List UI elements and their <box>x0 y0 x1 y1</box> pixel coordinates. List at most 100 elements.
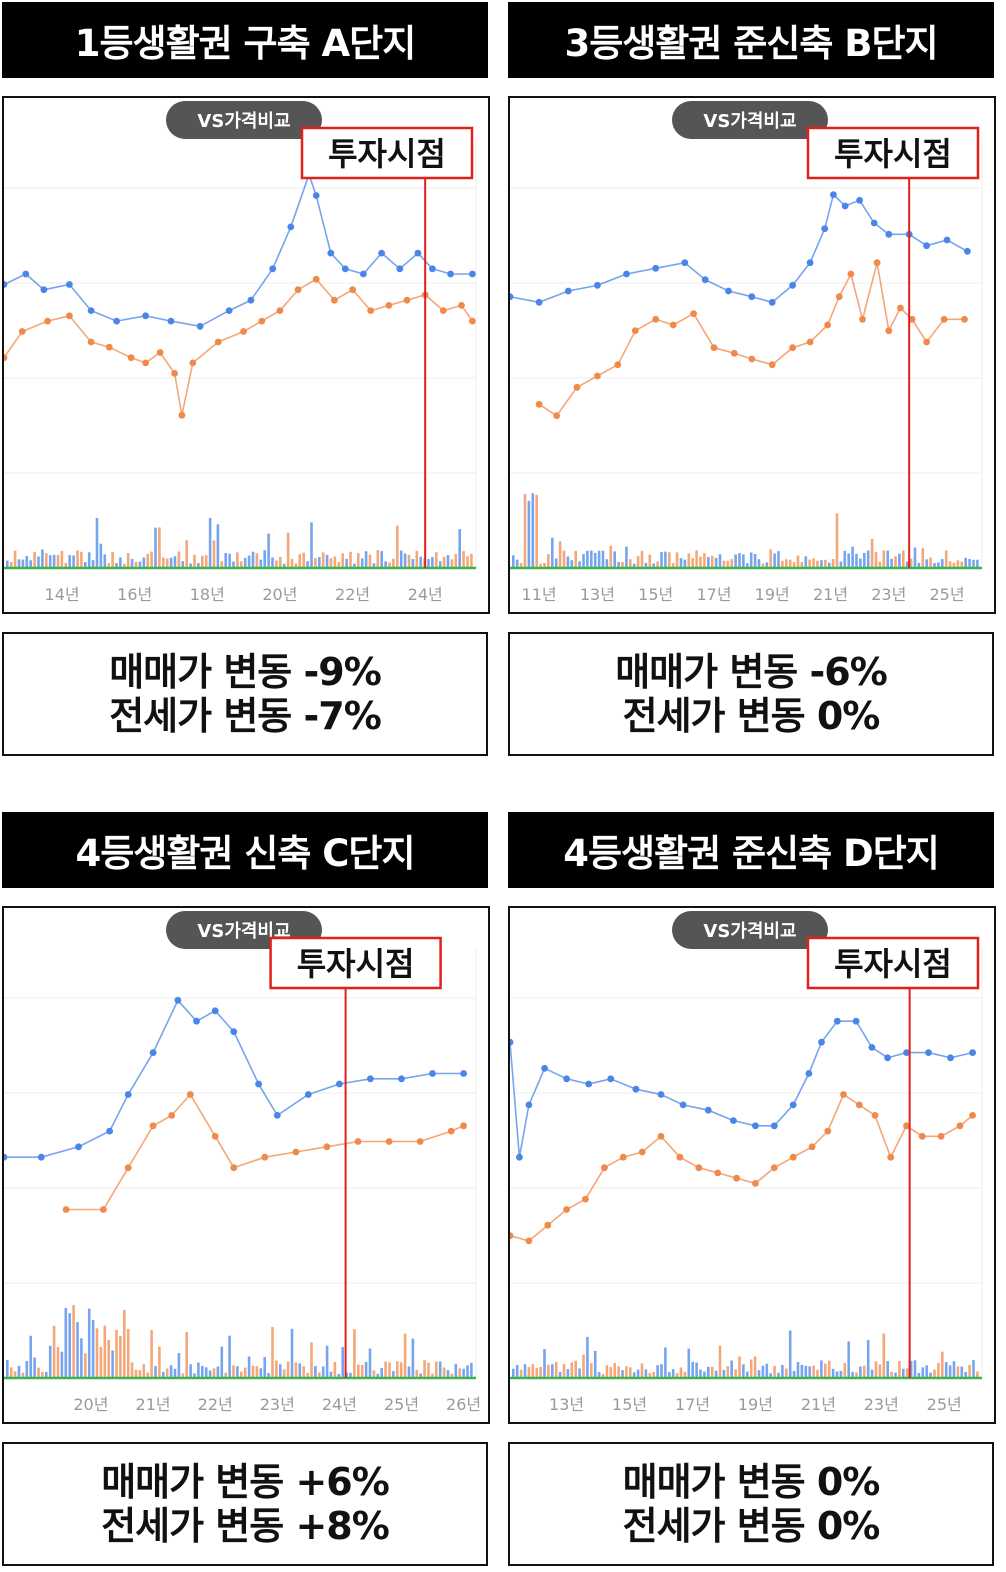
volume-bar <box>605 559 609 568</box>
invest-point-box <box>269 936 442 990</box>
sale-price-point <box>594 281 601 289</box>
volume-bar <box>664 1347 667 1378</box>
volume-bar <box>419 1373 422 1378</box>
volume-bar <box>411 1338 415 1378</box>
jeonse-price-point <box>469 317 476 325</box>
volume-bar <box>909 1360 913 1378</box>
panel-d: 4등생활권 준신축 D단지 13년 15년 17년 19년 21년 23년 25년 VS가격비… <box>508 812 996 1566</box>
volume-bar <box>310 522 313 568</box>
sale-price-point <box>287 223 295 231</box>
volume-bar <box>197 563 200 568</box>
volume-bar <box>255 1366 259 1378</box>
sale-price-point <box>167 317 175 325</box>
sale-price-point <box>564 287 572 295</box>
volume-bar <box>41 1371 44 1378</box>
volume-bar <box>216 524 220 568</box>
volume-bar <box>855 1372 858 1378</box>
volume-bar <box>232 1365 235 1378</box>
volume-bar <box>640 1363 644 1378</box>
volume-bar <box>562 1364 566 1378</box>
volume-bar <box>609 1367 613 1378</box>
jeonse-price-point <box>18 328 26 335</box>
volume-bar <box>345 1372 348 1378</box>
volume-bar <box>710 1366 714 1378</box>
volume-bar <box>438 1361 442 1378</box>
volume-bar <box>150 551 153 568</box>
x-tick-label: 19년 <box>755 585 790 604</box>
volume-bar <box>593 1350 597 1378</box>
volume-bar <box>812 558 815 568</box>
jeonse-price-point <box>768 361 776 369</box>
volume-bar <box>314 558 317 568</box>
volume-bar <box>968 1365 971 1378</box>
volume-bar <box>773 1366 776 1378</box>
jeonse-price-point <box>614 361 622 369</box>
x-tick-label: 17년 <box>696 585 731 604</box>
volume-bar <box>925 1365 928 1378</box>
sale-price-point <box>818 1038 825 1046</box>
jeonse-price-point <box>908 315 916 323</box>
volume-bar <box>29 560 32 568</box>
volume-bar <box>691 1361 694 1378</box>
invest-point-label: 투자시점 <box>834 945 952 983</box>
volume-bar <box>886 1361 889 1378</box>
volume-bar <box>372 563 376 568</box>
jeonse-price-point <box>230 1164 238 1172</box>
volume-bar <box>279 556 282 568</box>
volume-bar <box>251 551 255 568</box>
volume-bar <box>173 556 177 568</box>
price-chart: 20년 21년 22년 23년 24년 25년 26년 VS가격비교 투자시점 <box>2 906 490 1424</box>
sale-change-text: 매매가 변동 -6% <box>615 650 888 694</box>
volume-bar <box>212 540 216 568</box>
volume-bar <box>699 1369 702 1378</box>
volume-bar <box>570 1362 574 1378</box>
volume-bar <box>948 1365 952 1378</box>
volume-bar <box>551 537 554 568</box>
volume-bar <box>462 1368 465 1378</box>
sale-price-point <box>469 270 476 278</box>
volume-bar <box>442 1367 446 1378</box>
volume-bar <box>111 552 114 568</box>
volume-bar <box>95 1328 99 1378</box>
volume-bar <box>72 1305 75 1378</box>
volume-bar <box>726 1366 730 1378</box>
volume-bar <box>349 551 352 568</box>
volume-bar <box>158 527 161 568</box>
result-box: 매매가 변동 +6% 전세가 변동 +8% <box>2 1442 488 1566</box>
volume-bar <box>462 551 465 568</box>
result-box: 매매가 변동 -6% 전세가 변동 0% <box>508 632 994 756</box>
volume-bar <box>668 1372 671 1378</box>
sale-price-point <box>943 236 951 244</box>
volume-bar <box>181 561 185 568</box>
volume-bar <box>613 551 616 568</box>
volume-bar <box>648 1373 652 1378</box>
volume-bar <box>236 1366 239 1378</box>
volume-bar <box>341 553 344 568</box>
volume-bar <box>816 1369 819 1378</box>
volume-bar <box>855 553 858 568</box>
volume-bar <box>941 559 944 568</box>
jeonse-price-point <box>535 400 543 408</box>
jeonse-price-point <box>887 1153 895 1161</box>
volume-bar <box>360 558 364 568</box>
x-tick-label: 19년 <box>738 1395 773 1414</box>
sale-price-point <box>679 1101 687 1109</box>
volume-bar <box>458 529 461 568</box>
volume-bar <box>535 494 538 568</box>
sale-price-point <box>40 286 48 294</box>
volume-bar <box>687 553 691 568</box>
volume-bar <box>208 518 212 568</box>
volume-bar <box>60 550 64 568</box>
volume-bar <box>403 1333 407 1378</box>
volume-bar <box>431 1373 434 1378</box>
volume-bar <box>523 1364 527 1378</box>
vs-badge-label: VS가격비교 <box>197 921 290 942</box>
jeonse-price-point <box>855 1101 863 1109</box>
volume-bar <box>177 1353 181 1378</box>
jeonse-price-point <box>385 302 393 309</box>
sale-price-point <box>563 1075 570 1083</box>
volume-bar <box>773 553 776 568</box>
volume-bar <box>255 553 259 568</box>
jeonse-price-point <box>676 1153 684 1161</box>
volume-bar <box>765 1363 769 1378</box>
